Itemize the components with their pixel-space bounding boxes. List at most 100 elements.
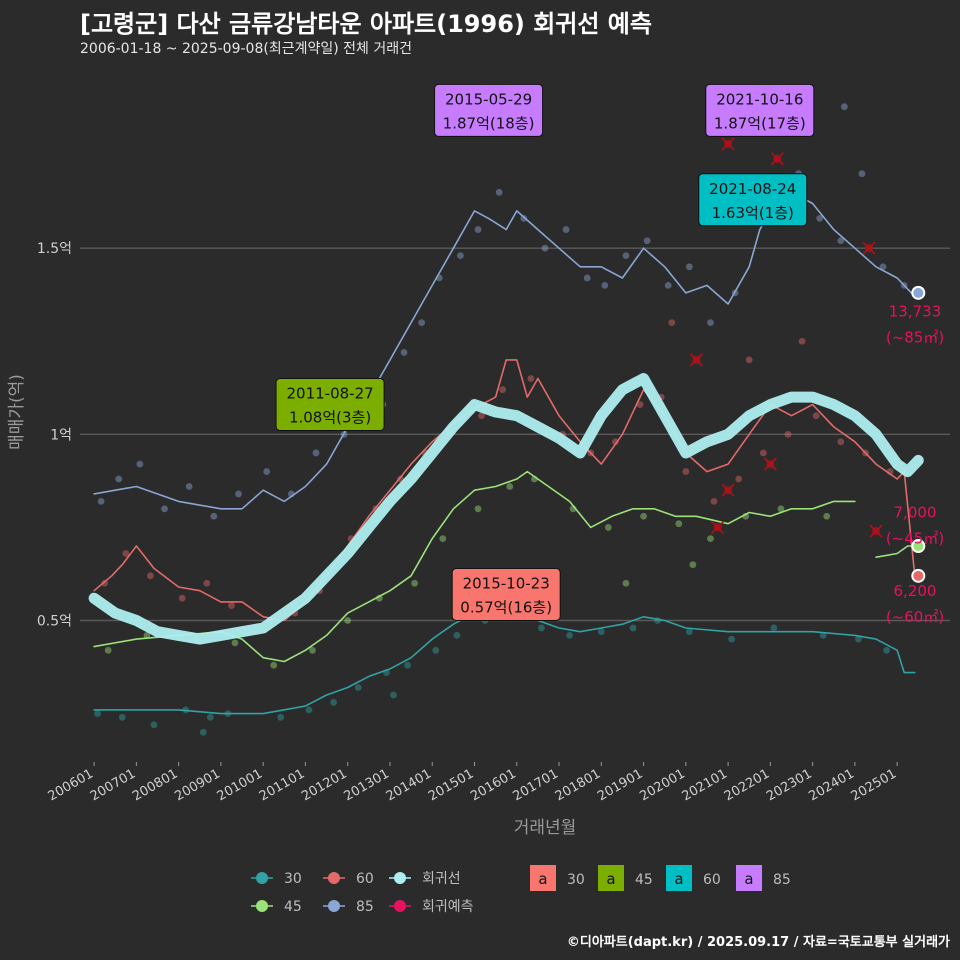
scatter-point — [344, 617, 352, 624]
max-marker-cross — [869, 524, 883, 538]
series-line-45b — [875, 545, 916, 558]
legend-label: 30 — [284, 871, 302, 887]
scatter-point — [400, 349, 408, 356]
max-marker-cross — [721, 137, 735, 151]
legend-label: 60 — [356, 871, 374, 887]
scatter-point — [745, 356, 753, 364]
x-tick-label: 202401 — [806, 766, 856, 804]
x-tick-label: 201501 — [426, 766, 476, 804]
x-tick-label: 200601 — [46, 766, 96, 804]
max-marker-cross — [689, 353, 703, 367]
annotation-date: 2021-10-16 — [716, 90, 803, 108]
scatter-point — [231, 639, 239, 647]
annotation-date: 2015-05-29 — [445, 90, 532, 108]
scatter-point — [499, 386, 507, 394]
scatter-point — [636, 401, 644, 408]
annotation-box — [705, 83, 815, 137]
scatter-point — [432, 646, 440, 654]
scatter-point — [707, 535, 714, 542]
x-tick-label: 200801 — [130, 766, 180, 804]
x-tick-label: 202501 — [849, 766, 899, 804]
x-tick-label: 201901 — [595, 766, 645, 804]
scatter-point — [823, 512, 831, 520]
regression-line — [88, 373, 924, 645]
scatter-point — [150, 721, 158, 729]
legend-box-label: 85 — [773, 872, 791, 888]
grid-layer — [80, 247, 950, 622]
legend-box-glyph: a — [744, 870, 753, 888]
scatter-point — [759, 449, 767, 457]
scatter-point — [235, 490, 242, 498]
scatter-point — [883, 646, 890, 654]
scatter-point — [640, 512, 647, 520]
scatter-point — [798, 337, 806, 345]
x-tick-label: 201801 — [553, 766, 603, 804]
scatter-point — [263, 468, 271, 475]
scatter-point — [418, 319, 426, 327]
max-marker-cross — [763, 457, 777, 471]
scatter-point — [506, 483, 514, 490]
scatter-point — [478, 412, 485, 420]
scatter-point — [136, 460, 144, 468]
scatter-point — [735, 475, 743, 483]
max-marker-cross — [710, 520, 725, 534]
scatter-point — [675, 520, 683, 528]
x-tick-label: 201001 — [215, 766, 265, 804]
x-tick-label: 201201 — [299, 766, 349, 804]
legend-label: 회귀예측 — [422, 899, 474, 915]
legend-box-glyph: a — [538, 870, 547, 888]
annotation-value: 1.87억(17층) — [714, 114, 806, 132]
mark-layer — [689, 137, 926, 583]
annotation-date: 2015-10-23 — [463, 574, 550, 592]
scatter-point — [453, 632, 461, 639]
scatter-point — [457, 252, 464, 260]
scatter-point — [622, 579, 630, 587]
scatter-point — [330, 699, 338, 706]
scatter-point — [562, 226, 570, 233]
chart-title: [고령군] 다산 금류강남타운 아파트(1996) 회귀선 예측 — [80, 10, 652, 38]
scatter-point — [354, 684, 362, 691]
y-tick-label: 1.5억 — [37, 241, 72, 257]
scatter-point — [147, 572, 154, 580]
x-tick-label: 201401 — [384, 766, 434, 804]
scatter-point — [629, 624, 637, 632]
annotation-box — [698, 173, 808, 227]
legend-box-swatch — [736, 865, 762, 891]
axis-layer: 0.5억 1억 1.5억 200601200701200801200901201001… — [7, 241, 899, 838]
scatter-point — [685, 628, 693, 636]
prediction-endpoint — [911, 539, 926, 554]
scatter-point — [611, 438, 619, 446]
scatter-point — [270, 661, 278, 669]
annotation-date: 2021-08-24 — [709, 180, 796, 198]
y-axis-label: 매매가(억) — [7, 374, 27, 450]
scatter-point — [541, 244, 549, 252]
max-marker-cross — [770, 152, 784, 166]
scatter-point — [812, 412, 820, 420]
scatter-point — [199, 728, 207, 736]
annotation-box — [275, 378, 385, 432]
line-layer — [88, 191, 924, 715]
scatter-point — [685, 263, 693, 271]
scatter-point — [115, 475, 123, 483]
scatter-point — [309, 646, 316, 654]
scatter-point — [161, 505, 168, 513]
scatter-point — [94, 710, 102, 717]
max-marker-cross — [862, 241, 876, 255]
legend-label: 85 — [356, 899, 374, 915]
scatter-point — [390, 691, 397, 699]
annotation-box — [451, 567, 561, 621]
scatter-point — [104, 646, 112, 654]
legend-swatch-dot — [256, 900, 268, 912]
legend-box-swatch — [666, 865, 692, 891]
scatter-point — [439, 535, 447, 542]
x-axis-label: 거래년월 — [514, 818, 577, 838]
annotation-date: 2011-08-27 — [286, 385, 373, 403]
scatter-point — [474, 226, 482, 233]
scatter-point — [312, 449, 320, 457]
series-line-85 — [93, 191, 916, 510]
scatter-point — [728, 635, 736, 643]
scatter-point — [474, 505, 482, 513]
scatter-point — [837, 438, 845, 446]
scatter-point — [597, 628, 605, 636]
chart-subtitle: 2006-01-18 ~ 2025-09-08(최근계약일) 전체 거래건 — [80, 41, 412, 57]
